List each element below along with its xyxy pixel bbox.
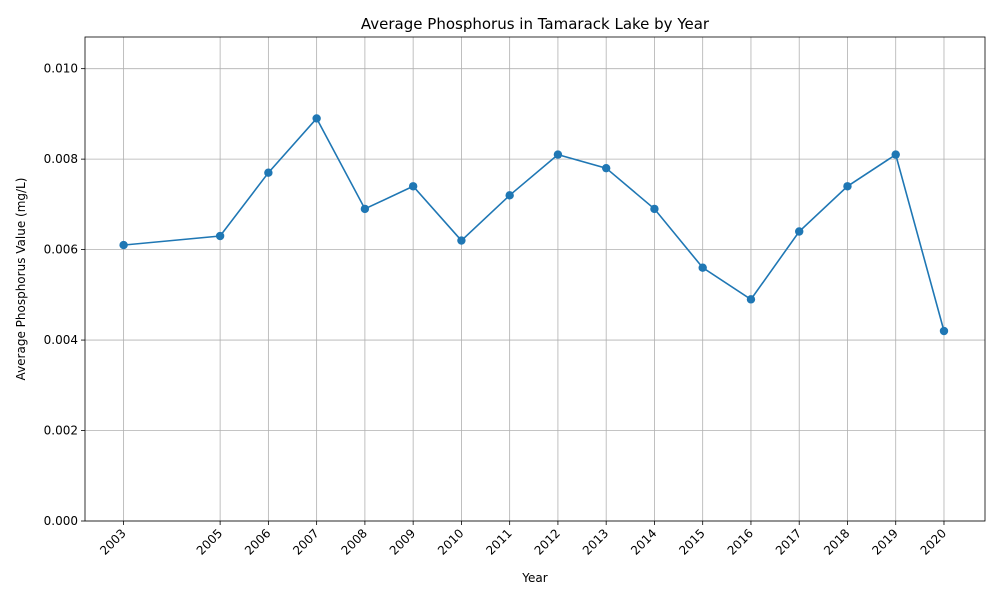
x-tick-label: 2014: [628, 526, 659, 557]
data-point: [215, 231, 225, 241]
x-tick-label: 2011: [483, 526, 514, 557]
y-tick-label: 0.000: [44, 514, 78, 528]
grid: [85, 37, 985, 522]
x-tick-label: 2005: [194, 526, 225, 557]
y-tick-label: 0.010: [44, 62, 78, 76]
series-line: [123, 117, 945, 332]
x-tick-label: 2018: [821, 526, 852, 557]
data-point: [939, 326, 949, 336]
chart-title: Average Phosphorus in Tamarack Lake by Y…: [361, 15, 710, 33]
data-point: [408, 182, 418, 191]
x-tick-label: 2009: [387, 526, 418, 557]
x-tick-label: 2016: [725, 526, 756, 557]
data-point: [505, 191, 514, 200]
x-tick-label: 2010: [435, 526, 466, 557]
x-tick-label: 2013: [580, 526, 611, 557]
data-point: [891, 150, 900, 159]
plot-frame: [84, 36, 986, 522]
data-point: [795, 227, 804, 236]
y-tick-label: 0.006: [44, 243, 78, 257]
y-axis-label: Average Phosphorus Value (mg/L): [14, 178, 28, 381]
data-point: [360, 204, 370, 214]
x-tick-label: 2019: [869, 526, 900, 557]
x-tick-label: 2020: [918, 526, 949, 557]
data-point: [553, 150, 563, 159]
data-point: [650, 204, 659, 214]
data-point: [264, 168, 273, 177]
x-axis-label: Year: [521, 571, 547, 585]
x-tick-label: 2008: [339, 526, 370, 557]
x-tick-label: 2006: [242, 526, 273, 557]
data-point: [601, 163, 611, 173]
data-point: [698, 263, 707, 272]
data-point: [312, 114, 321, 123]
x-tick-label: 2015: [676, 526, 707, 557]
data-point: [119, 240, 128, 250]
y-tick-label: 0.008: [44, 152, 78, 166]
x-tick-label: 2017: [773, 526, 804, 557]
series: [119, 114, 949, 336]
x-tick-label: 2012: [532, 526, 563, 557]
axis-ticks: 2003 2005 2006 2007 2008 2009 2010 2011 2012 2013…: [44, 62, 949, 558]
x-tick-label: 2003: [97, 526, 128, 557]
data-point: [746, 295, 756, 304]
data-point: [843, 182, 852, 191]
data-point: [457, 236, 466, 245]
x-tick-label: 2007: [290, 526, 321, 557]
y-tick-label: 0.004: [44, 333, 78, 347]
y-tick-label: 0.002: [44, 424, 78, 438]
